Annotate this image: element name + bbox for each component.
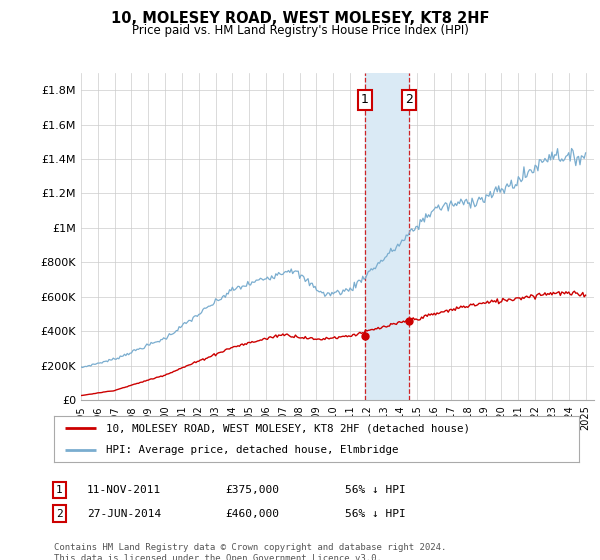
Text: 1: 1	[56, 485, 62, 495]
Text: 56% ↓ HPI: 56% ↓ HPI	[345, 485, 406, 495]
Text: 10, MOLESEY ROAD, WEST MOLESEY, KT8 2HF: 10, MOLESEY ROAD, WEST MOLESEY, KT8 2HF	[111, 11, 489, 26]
Text: HPI: Average price, detached house, Elmbridge: HPI: Average price, detached house, Elmb…	[107, 445, 399, 455]
Text: 1: 1	[361, 94, 368, 106]
Text: 11-NOV-2011: 11-NOV-2011	[87, 485, 161, 495]
Text: £375,000: £375,000	[225, 485, 279, 495]
Bar	[365, 73, 409, 400]
Text: 2: 2	[56, 508, 62, 519]
Text: 10, MOLESEY ROAD, WEST MOLESEY, KT8 2HF (detached house): 10, MOLESEY ROAD, WEST MOLESEY, KT8 2HF …	[107, 423, 470, 433]
Text: £460,000: £460,000	[225, 508, 279, 519]
Text: 2: 2	[405, 94, 413, 106]
Text: 27-JUN-2014: 27-JUN-2014	[87, 508, 161, 519]
Text: Price paid vs. HM Land Registry's House Price Index (HPI): Price paid vs. HM Land Registry's House …	[131, 24, 469, 36]
Text: Contains HM Land Registry data © Crown copyright and database right 2024.
This d: Contains HM Land Registry data © Crown c…	[54, 543, 446, 560]
Text: 56% ↓ HPI: 56% ↓ HPI	[345, 508, 406, 519]
